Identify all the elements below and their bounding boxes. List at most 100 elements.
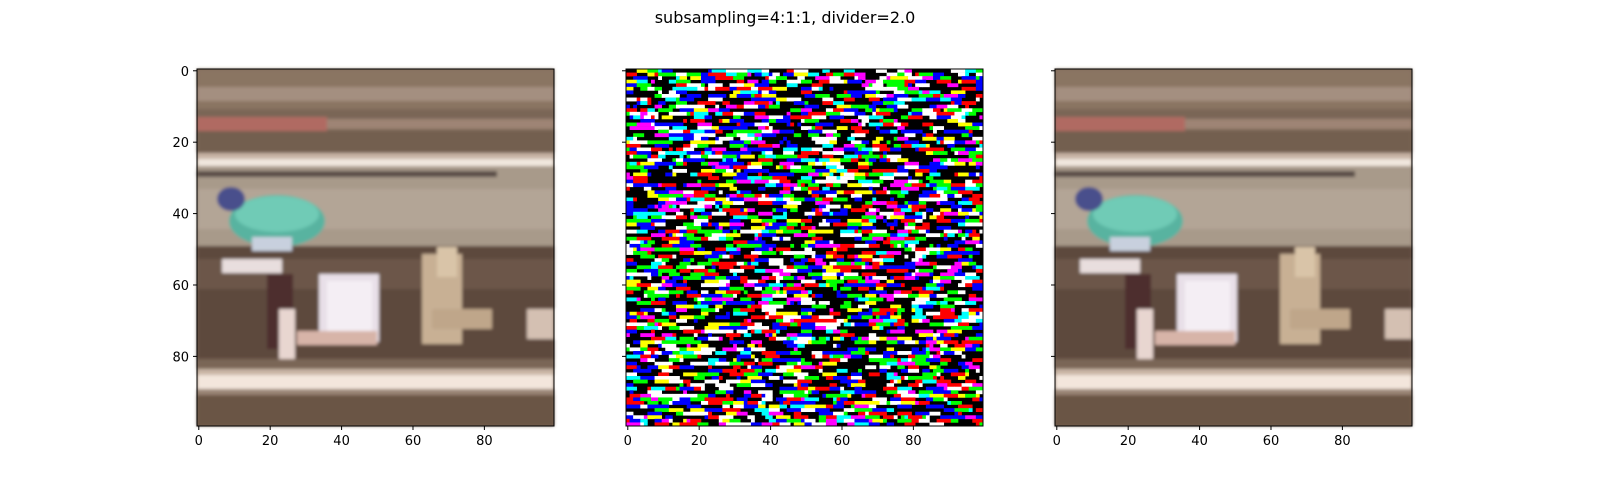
noise-cell	[679, 383, 684, 388]
noise-cell	[836, 401, 845, 405]
noise-cell	[968, 315, 984, 320]
noise-cell	[797, 276, 805, 280]
noise-cell	[918, 393, 930, 398]
noise-cell	[911, 97, 927, 102]
noise-cell	[633, 351, 645, 355]
noise-cell	[911, 301, 927, 305]
noise-cell	[729, 143, 745, 148]
noise-cell	[811, 315, 820, 320]
noise-cell	[972, 136, 984, 141]
right-x-tick-label: 80	[1334, 434, 1351, 449]
noise-cell	[768, 376, 780, 380]
noise-cell	[668, 90, 677, 95]
noise-cell	[686, 183, 702, 188]
noise-cell	[718, 226, 723, 230]
noise-cell	[886, 93, 895, 98]
noise-cell	[690, 140, 705, 145]
noise-cell	[668, 326, 680, 330]
noise-cell	[665, 172, 673, 177]
noise-cell	[736, 129, 752, 134]
noise-cell	[961, 365, 970, 370]
noise-cell	[790, 243, 795, 248]
noise-cell	[708, 368, 712, 373]
noise-cell	[640, 140, 648, 145]
noise-cell	[661, 351, 673, 355]
noise-cell	[843, 401, 855, 405]
noise-cell	[897, 358, 902, 363]
noise-cell	[818, 301, 830, 305]
noise-cell	[668, 290, 684, 295]
noise-cell	[908, 76, 923, 81]
noise-cell	[718, 93, 727, 98]
noise-cell	[747, 165, 762, 170]
noise-cell	[700, 329, 705, 334]
noise-cell	[629, 154, 634, 159]
noise-cell	[975, 93, 984, 98]
noise-cell	[868, 83, 873, 88]
noise-cell	[879, 326, 884, 330]
noise-cell	[729, 340, 745, 345]
noise-cell	[775, 268, 784, 273]
noise-cell	[654, 222, 666, 227]
noise-cell	[915, 254, 923, 259]
noise-cell	[890, 276, 895, 280]
noise-cell	[975, 172, 980, 177]
noise-cell	[954, 301, 966, 305]
noise-cell	[815, 186, 820, 191]
noise-cell	[747, 308, 755, 313]
noise-cell	[679, 151, 687, 155]
noise-cell	[918, 268, 934, 273]
noise-cell	[893, 268, 909, 273]
noise-cell	[697, 143, 709, 148]
noise-cell	[758, 136, 762, 141]
noise-cell	[686, 72, 702, 77]
noise-cell	[975, 408, 980, 413]
noise-cell	[647, 158, 662, 163]
noise-cell	[668, 379, 684, 384]
noise-cell	[961, 79, 977, 84]
noise-cell	[672, 393, 687, 398]
noise-cell	[793, 411, 802, 416]
noise-cell	[825, 251, 837, 255]
noise-cell	[897, 308, 905, 313]
noise-cell	[765, 286, 773, 291]
noise-cell	[933, 315, 945, 320]
noise-cell	[815, 293, 823, 298]
noise-cell	[940, 161, 945, 166]
noise-cell	[690, 204, 705, 209]
noise-cell	[715, 104, 720, 109]
noise-cell	[900, 368, 909, 373]
noise-cell	[975, 415, 984, 420]
noise-cell	[740, 379, 752, 384]
noise-cell	[708, 69, 712, 73]
noise-cell	[754, 136, 759, 141]
noise-cell	[758, 236, 762, 241]
noise-cell	[765, 197, 777, 202]
noise-cell	[643, 240, 648, 245]
middle-x-tick-label: 0	[624, 434, 632, 449]
noise-cell	[640, 343, 645, 348]
noise-cell	[626, 104, 630, 109]
noise-cell	[633, 215, 638, 220]
noise-cell	[765, 76, 770, 81]
noise-cell	[829, 76, 841, 81]
noise-cell	[958, 229, 962, 234]
noise-cell	[843, 301, 852, 305]
noise-cell	[708, 322, 716, 327]
noise-cell	[800, 222, 805, 227]
noise-cell	[858, 401, 873, 405]
noise-cell	[636, 161, 641, 166]
noise-cell	[797, 179, 812, 184]
noise-cell	[679, 326, 695, 330]
noise-cell	[725, 168, 734, 173]
noise-cell	[736, 354, 752, 359]
noise-cell	[811, 147, 823, 152]
noise-cell	[679, 76, 687, 81]
noise-cell	[940, 351, 945, 355]
noise-cell	[779, 365, 795, 370]
noise-cell	[668, 133, 684, 138]
noise-cell	[768, 90, 777, 95]
noise-cell	[808, 258, 812, 263]
noise-cell	[797, 115, 812, 120]
noise-cell	[654, 340, 662, 345]
